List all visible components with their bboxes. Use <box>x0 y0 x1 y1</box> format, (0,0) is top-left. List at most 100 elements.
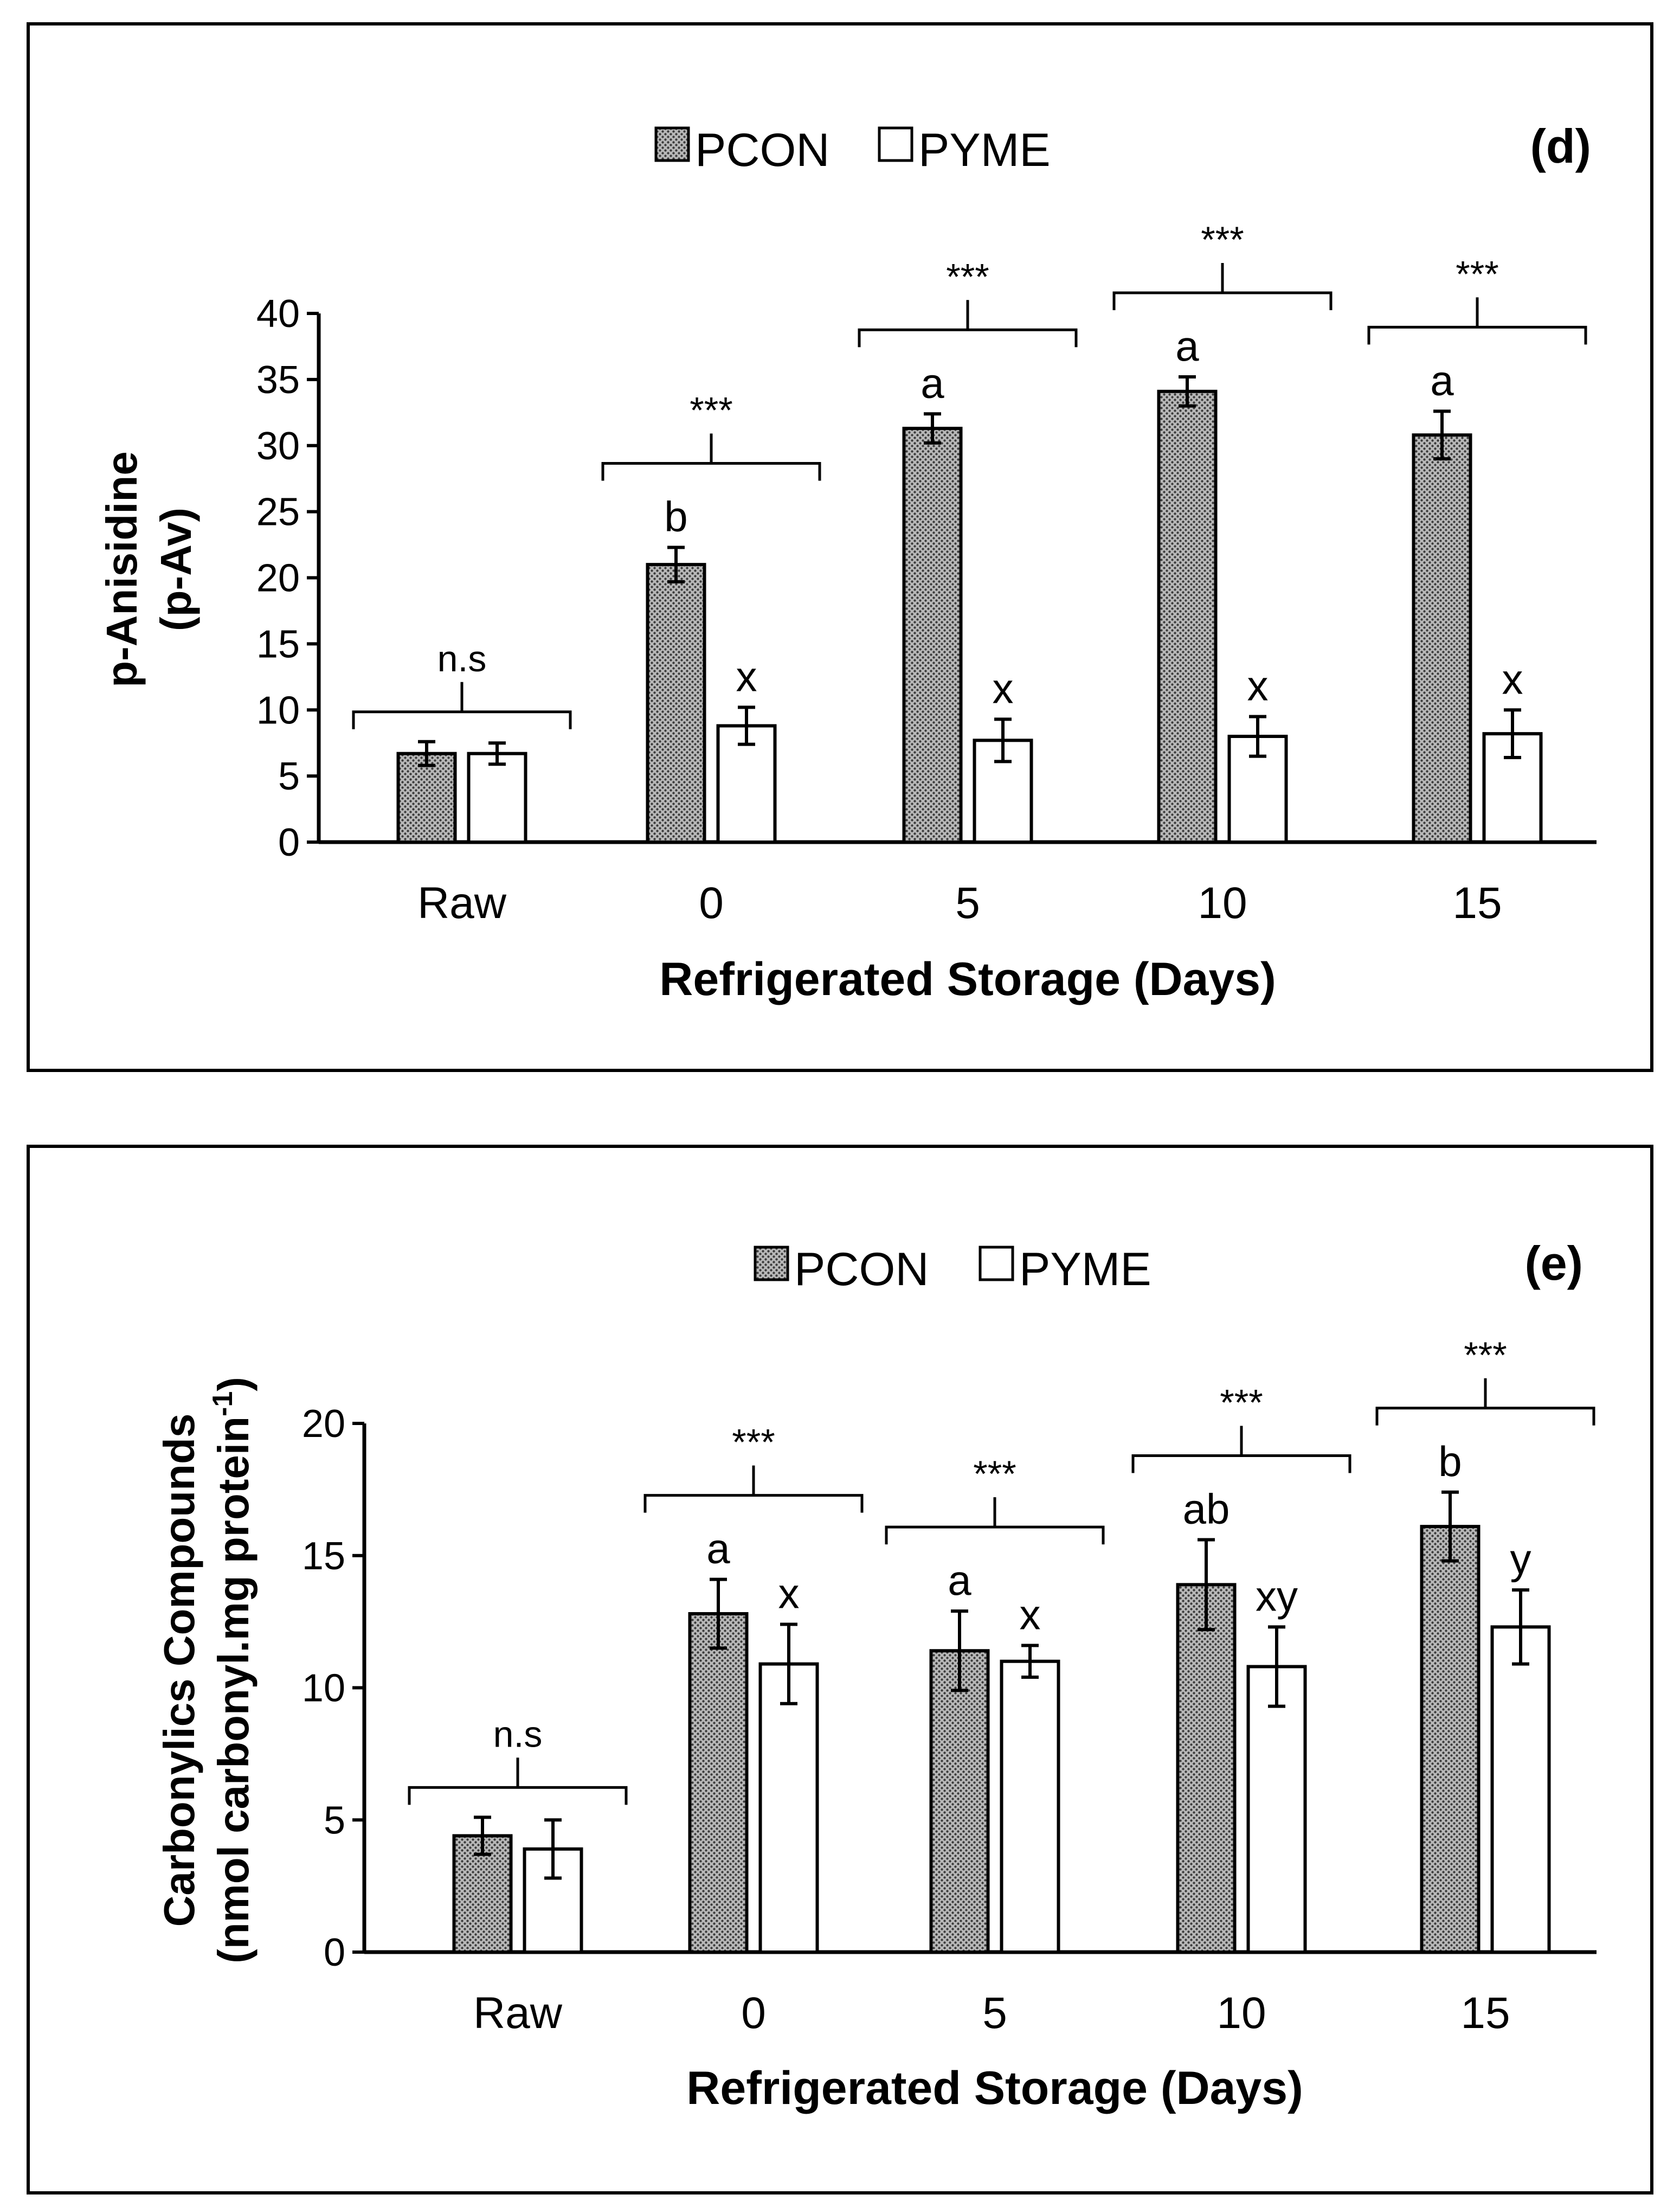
significance-bracket-e <box>885 1497 1105 1545</box>
significance-letter-pyme-e: y <box>1510 1535 1531 1583</box>
significance-letter-pcon-e: b <box>1438 1438 1462 1485</box>
bar-pcon-e <box>929 1649 990 1954</box>
significance-bracket-e <box>1375 1378 1595 1426</box>
y-tick-label-e: 15 <box>302 1535 345 1578</box>
plot-e: 05101520Rawn.s0ax***5ax***10abxy***15by*… <box>302 1334 1597 2038</box>
significance-marker-e: *** <box>732 1422 775 1463</box>
bar-pcon-d <box>1412 433 1472 844</box>
bar-pcon-d <box>396 752 457 844</box>
legend-e: PCON PYME <box>754 1243 1151 1295</box>
x-category-label-e: 5 <box>982 1988 1007 2038</box>
y-tick-label-e: 0 <box>324 1931 345 1974</box>
legend-e-pyme-swatch <box>979 1246 1014 1281</box>
y-tick-label-d: 25 <box>256 491 300 534</box>
bar-pcon-e <box>1176 1583 1237 1954</box>
bar-pyme-d <box>973 739 1033 844</box>
panel-d-label: (d) <box>1530 119 1591 173</box>
significance-marker-d: *** <box>1456 253 1498 294</box>
y-axis-title-e: Carbonylics Compounds (nmol carbonyl.mg … <box>155 1377 258 1963</box>
significance-marker-e: *** <box>973 1453 1016 1494</box>
legend-e-pyme-label: PYME <box>1019 1243 1151 1295</box>
y-tick-label-d: 40 <box>256 292 300 336</box>
significance-letter-pcon-e: a <box>948 1556 971 1604</box>
significance-letter-pyme-d: x <box>1247 662 1269 709</box>
panel-e: (e) PCON PYME Carbonylics Compounds (nmo… <box>27 1145 1653 2194</box>
y-tick-label-d: 0 <box>278 821 300 864</box>
y-tick-label-e: 20 <box>302 1402 345 1446</box>
panel-d: (d) PCON PYME p-Anisidine (p-Av) Refrige… <box>27 22 1653 1072</box>
significance-letter-pcon-d: a <box>921 359 944 407</box>
significance-letter-pcon-e: a <box>706 1525 730 1573</box>
significance-marker-d: n.s <box>437 638 487 679</box>
significance-letter-pcon-e: ab <box>1183 1485 1230 1533</box>
legend-e-pcon-swatch <box>754 1246 789 1281</box>
plot-d: 0 5 10 15 20 25 30 35 40 Raw n.s 0 b x *** 5 a x *** 10 a x **… <box>256 219 1597 928</box>
bar-pcon-d <box>902 427 963 844</box>
legend-d-pcon-swatch <box>654 126 690 162</box>
significance-bracket-e <box>643 1465 864 1513</box>
bar-pyme-e <box>1000 1659 1060 1954</box>
y-axis-title-e-line2: (nmol carbonyl.mg protein-1) <box>207 1377 258 1963</box>
y-axis-title-e-unit: (nmol carbonyl.mg protein <box>209 1416 258 1963</box>
significance-marker-e: n.s <box>493 1714 543 1755</box>
significance-letter-pyme-d: x <box>736 652 757 700</box>
legend-d-pyme-swatch <box>878 126 913 162</box>
x-category-label-e: 15 <box>1460 1988 1510 2038</box>
x-category-label-d: 5 <box>955 878 980 928</box>
y-tick-label-d: 20 <box>256 557 300 600</box>
bar-pcon-e <box>1420 1525 1481 1954</box>
y-tick-label-d: 35 <box>256 358 300 402</box>
significance-letter-pyme-d: x <box>1502 655 1523 703</box>
significance-letter-pyme-e: xy <box>1256 1572 1298 1620</box>
y-tick-label-e: 5 <box>324 1799 345 1842</box>
x-category-label-d: 0 <box>699 878 724 928</box>
significance-letter-pyme-d: x <box>993 664 1014 712</box>
x-category-label-e: 0 <box>741 1988 766 2038</box>
bar-pyme-e <box>1490 1625 1551 1954</box>
y-tick-label-d: 15 <box>256 623 300 666</box>
bar-pyme-e <box>1246 1665 1307 1954</box>
y-tick-label-d: 5 <box>278 755 300 798</box>
y-axis-title-d-line2: (p-Av) <box>152 508 200 631</box>
panel-d-border <box>27 22 1653 1072</box>
x-category-label-e: Raw <box>473 1988 563 2038</box>
x-category-label-d: 10 <box>1198 878 1247 928</box>
x-axis-title-e: Refrigerated Storage (Days) <box>686 2062 1303 2114</box>
significance-marker-d: *** <box>946 256 989 297</box>
significance-letter-pyme-e: x <box>1020 1591 1041 1639</box>
significance-marker-d: *** <box>1201 219 1244 260</box>
y-axis-title-e-line1: Carbonylics Compounds <box>155 1414 203 1927</box>
significance-letter-pyme-e: x <box>778 1570 800 1618</box>
bar-pyme-e <box>758 1662 819 1954</box>
legend-d: PCON PYME <box>654 124 1051 176</box>
significance-letter-pcon-d: a <box>1430 356 1454 404</box>
x-axis-title-d: Refrigerated Storage (Days) <box>659 953 1276 1005</box>
significance-marker-d: *** <box>690 389 732 431</box>
legend-d-pcon-label: PCON <box>695 124 829 176</box>
x-category-label-d: Raw <box>417 878 507 928</box>
panel-e-label: (e) <box>1524 1236 1583 1290</box>
significance-bracket-d <box>601 433 821 481</box>
significance-bracket-d <box>1112 263 1333 310</box>
significance-bracket-d <box>352 682 572 729</box>
y-tick-label-d: 10 <box>256 689 300 732</box>
significance-marker-e: *** <box>1220 1382 1263 1423</box>
significance-letter-pcon-d: b <box>664 492 687 540</box>
legend-d-pyme-label: PYME <box>918 124 1051 176</box>
significance-letter-pcon-d: a <box>1175 322 1199 370</box>
significance-bracket-e <box>1131 1426 1351 1473</box>
x-category-label-d: 15 <box>1452 878 1502 928</box>
y-axis-title-d-line1: p-Anisidine <box>98 451 146 688</box>
significance-bracket-d <box>858 300 1078 348</box>
y-tick-label-e: 10 <box>302 1667 345 1710</box>
significance-bracket-e <box>408 1757 628 1805</box>
x-category-label-e: 10 <box>1216 1988 1266 2038</box>
panel-e-border <box>27 1145 1653 2194</box>
significance-bracket-d <box>1367 297 1587 345</box>
y-axis-title-e-close: ) <box>209 1377 258 1391</box>
y-tick-label-d: 30 <box>256 425 300 468</box>
bar-pcon-e <box>688 1612 749 1954</box>
legend-e-pcon-label: PCON <box>794 1243 929 1295</box>
bar-pcon-d <box>1157 389 1218 844</box>
